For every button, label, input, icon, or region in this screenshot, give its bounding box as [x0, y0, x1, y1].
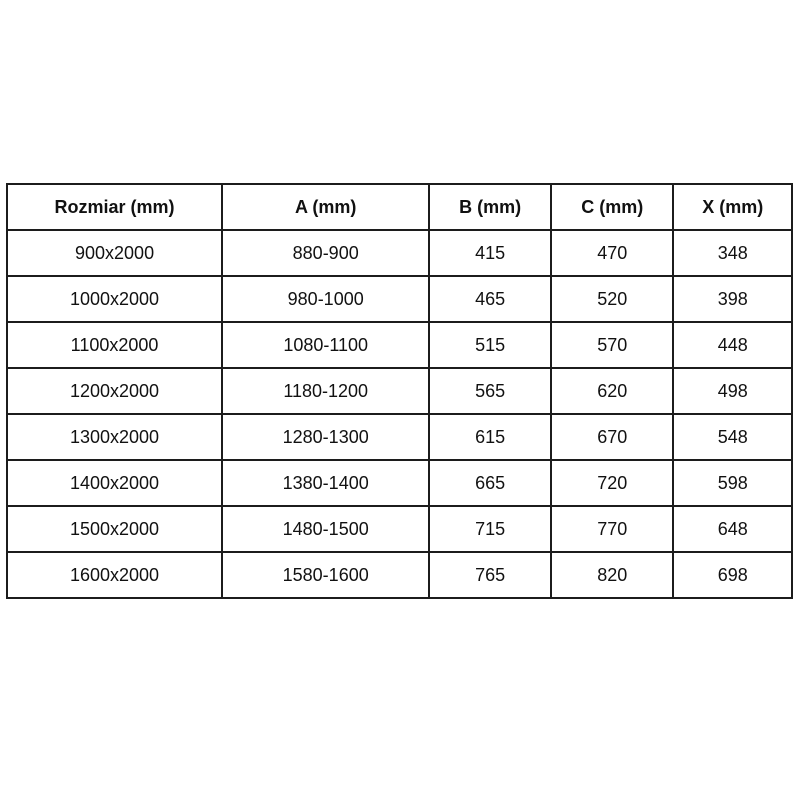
cell-b: 765 — [428, 551, 552, 599]
cell-c: 470 — [549, 229, 675, 277]
cell-rozmiar: 1100x2000 — [5, 321, 224, 369]
table-header-row: Rozmiar (mm) A (mm) B (mm) C (mm) X (mm) — [5, 183, 793, 231]
cell-a: 1180-1200 — [221, 367, 431, 415]
cell-rozmiar: 1200x2000 — [5, 367, 224, 415]
cell-c: 820 — [549, 551, 675, 599]
column-header-x: X (mm) — [672, 183, 793, 231]
cell-a: 1380-1400 — [221, 459, 431, 507]
cell-c: 570 — [549, 321, 675, 369]
table-row: 1000x2000 980-1000 465 520 398 — [5, 275, 793, 323]
cell-c: 770 — [549, 505, 675, 553]
cell-x: 548 — [672, 413, 793, 461]
cell-x: 598 — [672, 459, 793, 507]
cell-c: 520 — [549, 275, 675, 323]
table-row: 900x2000 880-900 415 470 348 — [5, 229, 793, 277]
column-header-b: B (mm) — [428, 183, 552, 231]
cell-rozmiar: 1400x2000 — [5, 459, 224, 507]
cell-rozmiar: 1600x2000 — [5, 551, 224, 599]
cell-b: 415 — [428, 229, 552, 277]
column-header-a: A (mm) — [221, 183, 431, 231]
cell-x: 348 — [672, 229, 793, 277]
cell-b: 615 — [428, 413, 552, 461]
column-header-c: C (mm) — [549, 183, 675, 231]
cell-b: 465 — [428, 275, 552, 323]
cell-c: 720 — [549, 459, 675, 507]
cell-a: 1280-1300 — [221, 413, 431, 461]
cell-b: 715 — [428, 505, 552, 553]
cell-a: 1480-1500 — [221, 505, 431, 553]
cell-rozmiar: 900x2000 — [5, 229, 224, 277]
cell-x: 648 — [672, 505, 793, 553]
cell-b: 515 — [428, 321, 552, 369]
cell-a: 880-900 — [221, 229, 431, 277]
table-row: 1100x2000 1080-1100 515 570 448 — [5, 321, 793, 369]
cell-x: 698 — [672, 551, 793, 599]
table-row: 1400x2000 1380-1400 665 720 598 — [5, 459, 793, 507]
cell-a: 1580-1600 — [221, 551, 431, 599]
cell-x: 448 — [672, 321, 793, 369]
cell-b: 565 — [428, 367, 552, 415]
table-row: 1600x2000 1580-1600 765 820 698 — [5, 551, 793, 599]
cell-a: 980-1000 — [221, 275, 431, 323]
table-row: 1300x2000 1280-1300 615 670 548 — [5, 413, 793, 461]
cell-rozmiar: 1500x2000 — [5, 505, 224, 553]
cell-rozmiar: 1000x2000 — [5, 275, 224, 323]
column-header-rozmiar: Rozmiar (mm) — [5, 183, 224, 231]
cell-c: 670 — [549, 413, 675, 461]
table-row: 1200x2000 1180-1200 565 620 498 — [5, 367, 793, 415]
cell-a: 1080-1100 — [221, 321, 431, 369]
cell-x: 398 — [672, 275, 793, 323]
cell-rozmiar: 1300x2000 — [5, 413, 224, 461]
cell-x: 498 — [672, 367, 793, 415]
cell-c: 620 — [549, 367, 675, 415]
size-specification-table: Rozmiar (mm) A (mm) B (mm) C (mm) X (mm)… — [5, 183, 793, 599]
cell-b: 665 — [428, 459, 552, 507]
table-row: 1500x2000 1480-1500 715 770 648 — [5, 505, 793, 553]
